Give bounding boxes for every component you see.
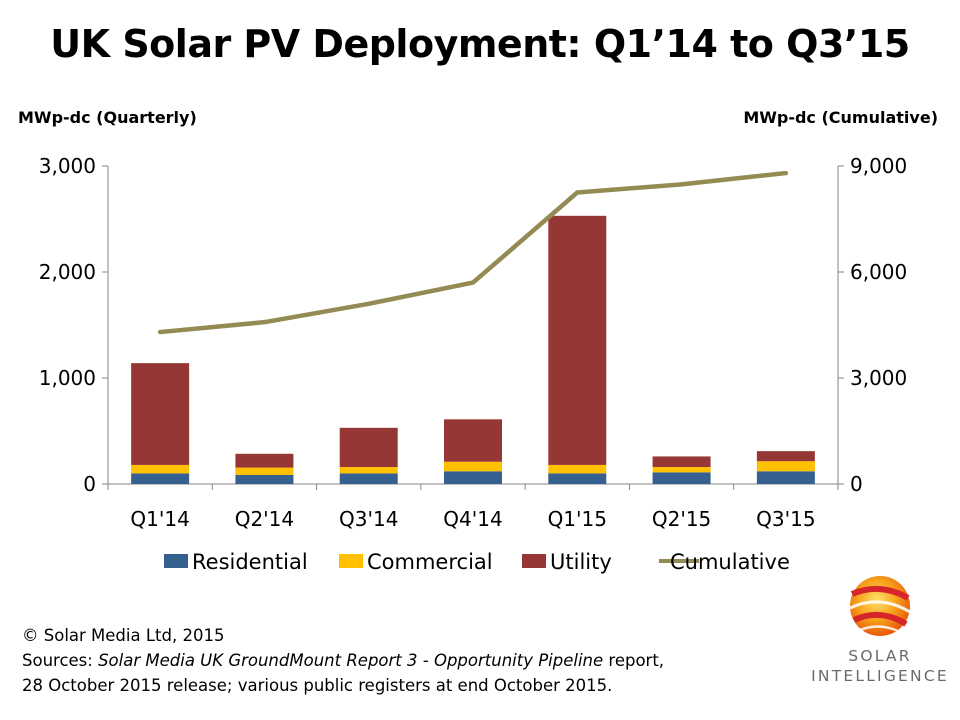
sources-line-1: Sources: Solar Media UK GroundMount Repo… — [22, 648, 664, 673]
left-tick-label: 0 — [83, 472, 96, 496]
legend-label-residential: Residential — [192, 550, 308, 574]
logo-wordmark: SOLAR INTELLIGENCE — [800, 646, 960, 686]
bar-commercial — [444, 461, 502, 472]
sources-line-2: 28 October 2015 release; various public … — [22, 676, 613, 695]
left-tick-label: 1,000 — [39, 366, 96, 390]
bar-commercial — [339, 467, 398, 474]
logo-line-1: SOLAR — [848, 647, 912, 665]
legend-swatch-residential — [164, 554, 188, 568]
right-tick-label: 3,000 — [850, 366, 907, 390]
bar-residential — [756, 471, 815, 484]
bar-residential — [339, 473, 398, 484]
bar-residential — [548, 473, 607, 484]
legend-label-utility: Utility — [550, 550, 612, 574]
sources-suffix: report, — [603, 651, 665, 670]
bar-utility — [444, 419, 502, 462]
x-category-label: Q1'14 — [130, 507, 189, 531]
left-axis-unit-label: MWp-dc (Quarterly) — [18, 108, 197, 127]
x-category-label: Q3'15 — [756, 507, 815, 531]
bar-residential — [235, 474, 294, 484]
legend-swatch-commercial — [339, 554, 363, 568]
bar-utility — [131, 363, 190, 465]
left-tick-label: 3,000 — [39, 154, 96, 178]
right-tick-label: 0 — [850, 472, 863, 496]
bar-commercial — [548, 464, 607, 474]
x-category-label: Q1'15 — [548, 507, 607, 531]
sources-report-name: Solar Media UK GroundMount Report 3 - Op… — [98, 651, 604, 670]
solar-intelligence-logo-icon — [849, 576, 911, 636]
legend-label-cumulative: Cumulative — [670, 550, 790, 574]
bar-commercial — [235, 467, 294, 475]
bar-utility — [756, 451, 815, 462]
right-tick-label: 6,000 — [850, 260, 907, 284]
x-category-label: Q3'14 — [339, 507, 398, 531]
footer-notes: © Solar Media Ltd, 2015 Sources: Solar M… — [22, 623, 664, 698]
bar-utility — [652, 456, 711, 468]
bar-residential — [444, 471, 502, 484]
right-axis-unit-label: MWp-dc (Cumulative) — [743, 108, 938, 127]
cumulative-line — [157, 170, 789, 335]
logo-line-2: INTELLIGENCE — [811, 667, 949, 685]
bar-commercial — [652, 467, 711, 473]
left-tick-label: 2,000 — [39, 260, 96, 284]
x-category-label: Q2'15 — [652, 507, 711, 531]
stacked-bar-line-chart: 0 1,000 2,000 3,000 0 3,000 6,000 9,000 Q1'14 Q2'… — [39, 154, 908, 574]
x-category-label: Q2'14 — [235, 507, 294, 531]
bar-commercial — [131, 464, 190, 474]
legend-label-commercial: Commercial — [367, 550, 493, 574]
legend-swatch-utility — [522, 554, 546, 568]
x-category-label: Q4'14 — [443, 507, 502, 531]
bar-commercial — [756, 461, 815, 472]
bar-utility — [548, 215, 607, 465]
bar-utility — [339, 427, 398, 468]
bar-utility — [235, 453, 294, 468]
copyright-text: © Solar Media Ltd, 2015 — [22, 626, 225, 645]
chart-title: UK Solar PV Deployment: Q1’14 to Q3’15 — [50, 22, 910, 66]
right-tick-label: 9,000 — [850, 154, 907, 178]
bar-residential — [652, 472, 711, 484]
bar-residential — [131, 473, 190, 484]
sources-prefix: Sources: — [22, 651, 99, 670]
